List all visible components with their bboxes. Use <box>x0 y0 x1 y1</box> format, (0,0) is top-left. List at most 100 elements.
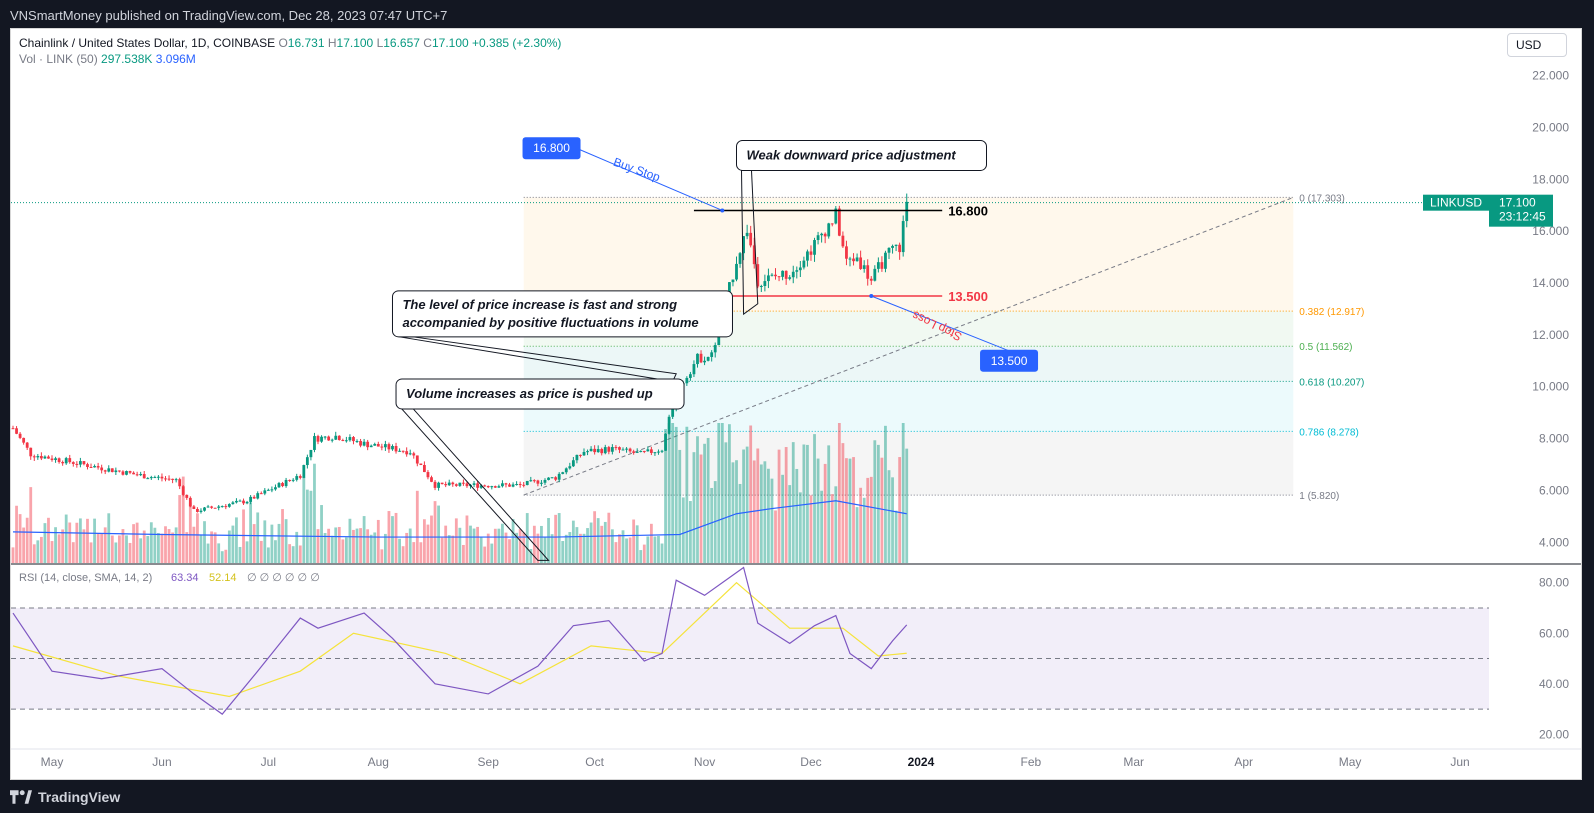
volume-bar <box>501 523 504 563</box>
candle-body <box>185 494 189 498</box>
volume-bar <box>738 483 742 563</box>
volume-bar <box>564 534 568 563</box>
candle-body <box>210 506 214 508</box>
price-tag-countdown: 23:12:45 <box>1499 210 1546 224</box>
volume-bar <box>323 533 327 563</box>
volume-label[interactable]: Vol · LINK (50) <box>19 52 98 66</box>
fib-level-label: 0.5 (11.562) <box>1299 342 1352 353</box>
candle-body <box>483 485 487 487</box>
chart-canvas[interactable]: 0 (17.303) 0.382 (12.917) 0.5 (11.562) 0.61… <box>11 29 1581 779</box>
price-axis-tick: 12.000 <box>1532 328 1569 342</box>
volume-bar <box>884 425 887 563</box>
fib-level-label: 0.618 (10.207) <box>1299 377 1364 388</box>
volume-bar <box>603 521 607 563</box>
candle-body <box>618 447 621 450</box>
volume-bar <box>845 458 848 563</box>
tradingview-brand[interactable]: TradingView <box>10 789 120 805</box>
candle-body <box>536 480 540 484</box>
volume-bar <box>277 523 281 563</box>
volume-bar <box>394 512 398 563</box>
close-value: 17.100 <box>431 36 469 50</box>
volume-bar <box>203 521 206 563</box>
volume-bar <box>674 426 678 563</box>
volume-bar <box>139 538 143 563</box>
volume-bar <box>341 539 345 563</box>
rsi-legend-value: 63.34 <box>171 572 199 584</box>
annotation-text: Volume increases as price is pushed up <box>406 386 653 401</box>
candle-body <box>25 442 29 448</box>
candle-body <box>802 260 806 268</box>
rsi-axis-tick: 80.00 <box>1539 576 1569 590</box>
volume-bar <box>710 487 714 563</box>
candle-body <box>373 443 377 446</box>
candle-body <box>462 482 465 484</box>
candle-body <box>756 264 760 287</box>
candle-body <box>568 466 572 469</box>
volume-bar <box>440 537 444 563</box>
candle-body <box>834 208 838 224</box>
candle-body <box>107 468 111 472</box>
volume-bar <box>834 486 838 563</box>
volume-bar <box>809 495 813 563</box>
candle-body <box>121 471 125 475</box>
candle-body <box>252 496 256 499</box>
volume-bar <box>490 543 494 563</box>
candle-body <box>479 485 483 488</box>
candle-body <box>327 436 331 441</box>
price-axis-tick: 4.000 <box>1539 535 1569 549</box>
volume-bar <box>575 527 579 563</box>
candle-body <box>181 486 185 495</box>
volume-bar <box>625 538 628 563</box>
candle-body <box>352 437 355 442</box>
volume-bar <box>696 436 699 563</box>
volume-bar <box>47 517 50 563</box>
candle-body <box>713 345 717 353</box>
candle-body <box>763 281 767 287</box>
volume-bar <box>898 457 902 563</box>
volume-bar <box>681 497 685 563</box>
price-axis-tick: 18.000 <box>1532 172 1569 186</box>
time-axis-tick: Mar <box>1123 755 1144 769</box>
candle-body <box>891 245 894 248</box>
candle-body <box>132 472 135 475</box>
currency-button[interactable]: USD <box>1507 33 1567 57</box>
open-label: O <box>278 36 288 50</box>
candle-body <box>472 483 476 485</box>
volume-bar <box>419 542 423 563</box>
symbol-title[interactable]: Chainlink / United States Dollar, 1D, CO… <box>19 36 276 50</box>
volume-bar <box>43 523 47 563</box>
symbol-tag-label: LINKUSD <box>1430 196 1482 210</box>
volume-bar <box>571 520 575 563</box>
volume-bar <box>86 518 89 563</box>
candle-body <box>284 479 288 487</box>
candle-body <box>82 461 86 465</box>
candle-body <box>660 450 664 452</box>
volume-bar <box>703 443 706 563</box>
time-axis-tick: Feb <box>1021 755 1042 769</box>
candle-body <box>866 265 870 279</box>
volume-bar <box>763 461 767 563</box>
volume-bar <box>369 534 373 563</box>
rsi-legend-ma-value: 52.14 <box>209 572 237 584</box>
candle-body <box>359 440 362 446</box>
candle-body <box>749 232 753 246</box>
candle-body <box>114 470 118 473</box>
candle-body <box>320 436 323 442</box>
volume-bar <box>788 485 792 563</box>
candle-body <box>68 458 72 463</box>
candle-body <box>873 268 877 281</box>
volume-bar <box>274 540 277 563</box>
candle-body <box>376 443 380 447</box>
candle-body <box>501 483 504 487</box>
candle-body <box>532 480 536 482</box>
candle-body <box>696 353 699 365</box>
volume-bar <box>398 538 401 563</box>
candle-body <box>703 360 706 363</box>
volume-bar <box>444 525 448 563</box>
low-value: 16.657 <box>383 36 420 50</box>
volume-bar <box>479 536 483 563</box>
candle-body <box>405 451 409 455</box>
candle-body <box>266 489 270 491</box>
candle-body <box>657 451 660 453</box>
volume-bar <box>593 511 597 563</box>
